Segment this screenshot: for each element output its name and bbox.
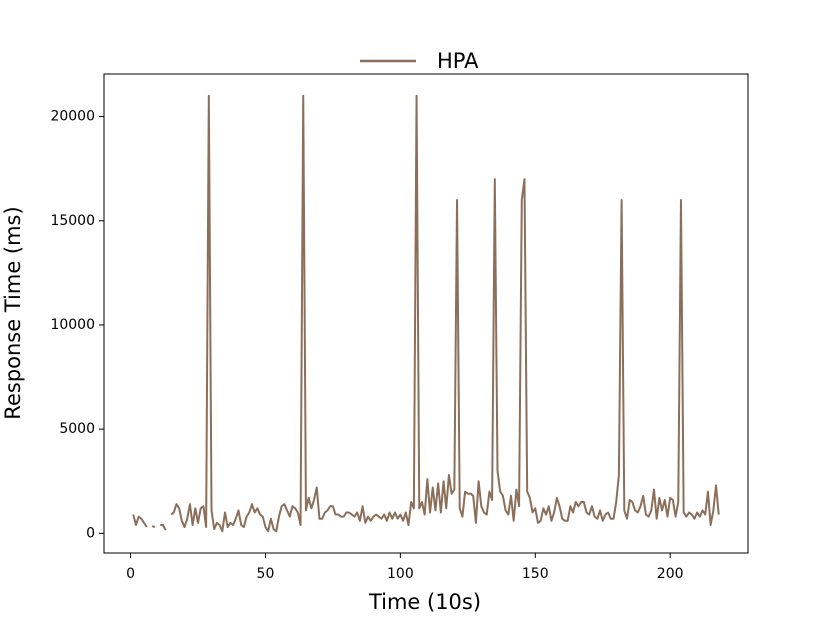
x-tick-label: 200 xyxy=(657,566,684,582)
data-line xyxy=(132,94,720,533)
y-axis-label: Response Time (ms) xyxy=(1,206,25,419)
x-axis-label: Time (10s) xyxy=(368,590,481,614)
x-tick-label: 100 xyxy=(387,566,414,582)
y-tick-label: 5000 xyxy=(59,421,95,437)
y-tick-label: 15000 xyxy=(50,213,95,229)
legend-label: HPA xyxy=(437,49,479,73)
y-tick-label: 20000 xyxy=(50,109,95,125)
y-tick-label: 10000 xyxy=(50,317,95,333)
plot-frame xyxy=(103,73,749,554)
x-tick-label: 0 xyxy=(126,566,135,582)
y-tick-label: 0 xyxy=(86,525,95,541)
x-tick-label: 150 xyxy=(522,566,549,582)
x-tick-label: 50 xyxy=(257,566,275,582)
